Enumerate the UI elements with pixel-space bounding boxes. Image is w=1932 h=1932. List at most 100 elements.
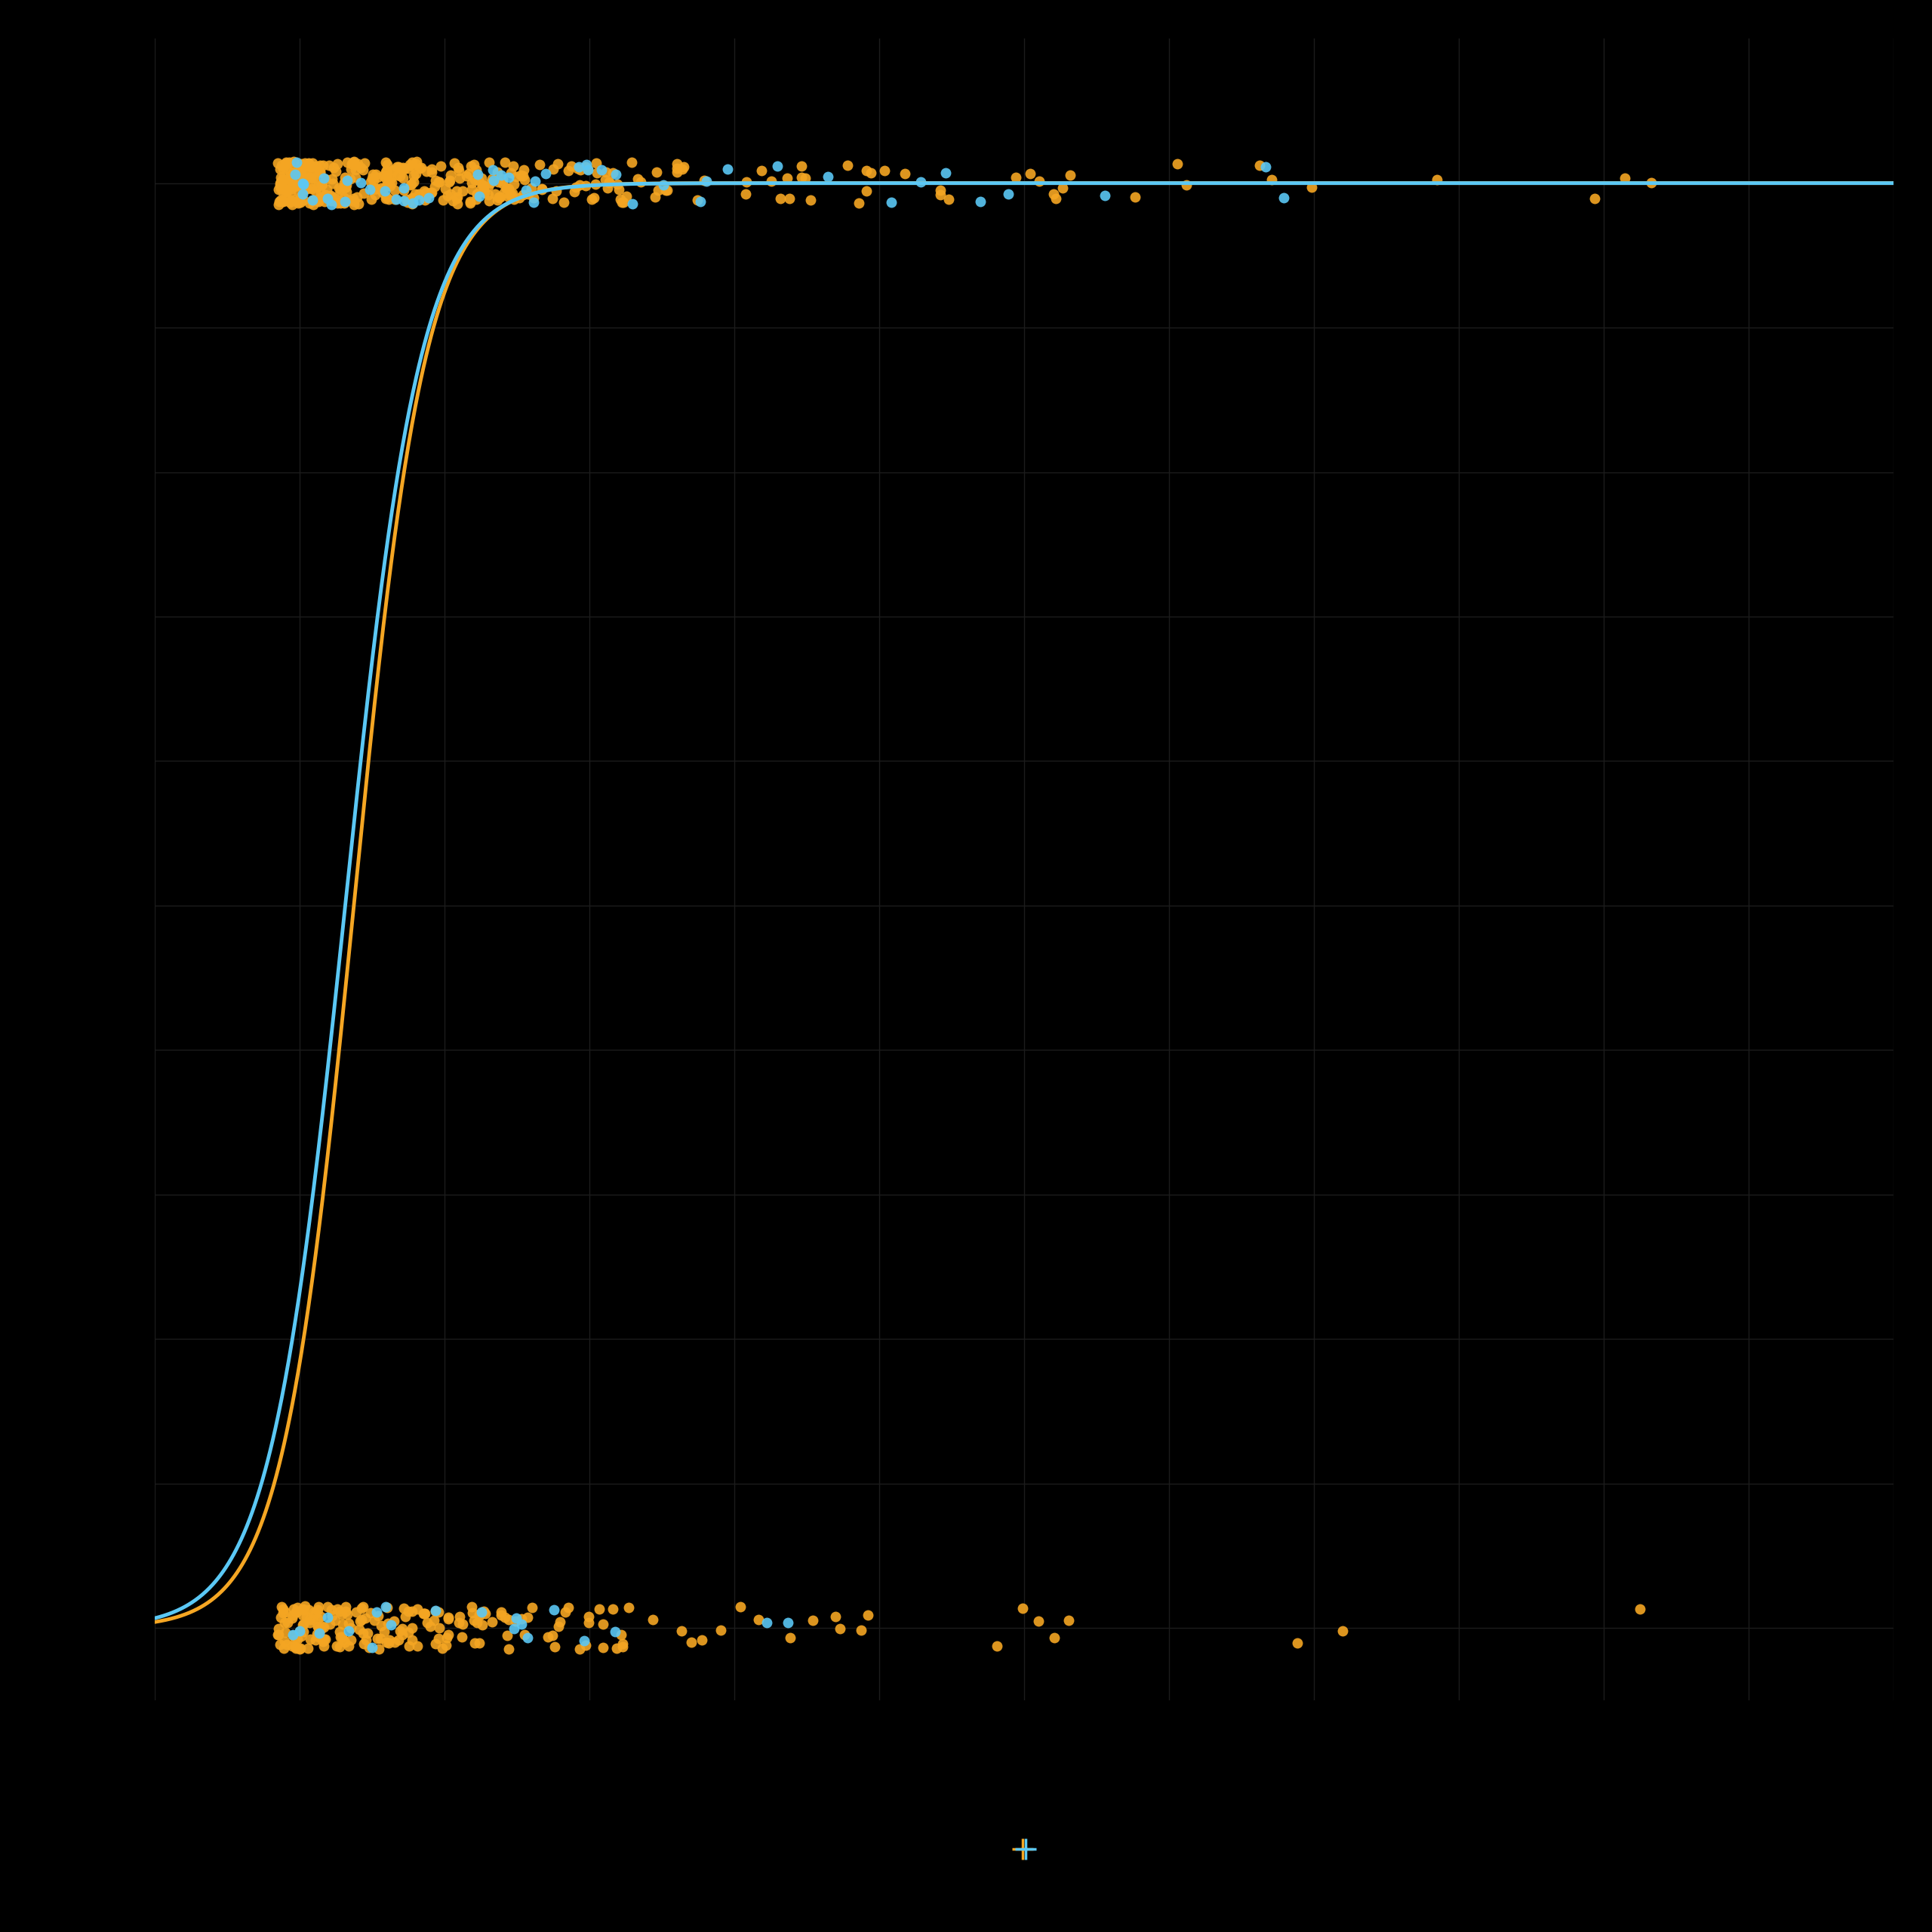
Point bbox=[597, 158, 628, 189]
Point bbox=[346, 166, 377, 197]
Point bbox=[667, 1615, 697, 1646]
Point bbox=[330, 176, 361, 207]
Point bbox=[498, 184, 529, 214]
Point bbox=[386, 1613, 417, 1644]
Point bbox=[466, 1596, 497, 1627]
Point bbox=[323, 187, 354, 218]
Point bbox=[303, 185, 334, 216]
Point bbox=[508, 1619, 539, 1650]
Point bbox=[495, 156, 526, 187]
Point bbox=[274, 156, 305, 187]
Point bbox=[394, 170, 425, 201]
Point bbox=[307, 151, 338, 182]
Point bbox=[773, 1607, 804, 1638]
Point bbox=[384, 160, 415, 191]
Point bbox=[444, 155, 475, 185]
Point bbox=[396, 1625, 427, 1656]
Point bbox=[276, 1631, 307, 1662]
Point bbox=[309, 1625, 340, 1656]
Point bbox=[319, 184, 350, 214]
Point bbox=[564, 151, 595, 182]
Point bbox=[419, 1629, 450, 1660]
Point bbox=[423, 1611, 454, 1642]
Point bbox=[469, 178, 500, 209]
Point bbox=[435, 178, 466, 209]
Point bbox=[342, 149, 373, 180]
Point bbox=[483, 182, 514, 213]
Point bbox=[363, 1600, 394, 1631]
Point bbox=[309, 180, 340, 211]
Point bbox=[359, 180, 390, 211]
Point bbox=[493, 182, 524, 213]
Point bbox=[359, 158, 390, 189]
Point bbox=[365, 172, 396, 203]
Point bbox=[460, 1627, 491, 1658]
Point bbox=[321, 1631, 352, 1662]
Point bbox=[462, 178, 493, 209]
Point bbox=[464, 164, 495, 195]
Point bbox=[497, 180, 527, 211]
Point bbox=[278, 1594, 309, 1625]
Point bbox=[560, 172, 591, 203]
Point bbox=[379, 174, 410, 205]
Point bbox=[282, 1592, 313, 1623]
Point bbox=[773, 184, 804, 214]
Point bbox=[433, 1604, 464, 1634]
Point bbox=[568, 1625, 599, 1656]
Point bbox=[524, 149, 554, 180]
Point bbox=[686, 185, 717, 216]
Point bbox=[786, 162, 817, 193]
Point bbox=[508, 180, 539, 211]
Point bbox=[301, 1611, 332, 1642]
Point bbox=[464, 1598, 495, 1629]
Point bbox=[468, 1609, 498, 1640]
Point bbox=[682, 184, 713, 214]
Point bbox=[365, 1609, 396, 1640]
Point bbox=[317, 168, 348, 199]
Point bbox=[462, 158, 493, 189]
Point bbox=[396, 184, 427, 214]
Point bbox=[270, 147, 301, 178]
Point bbox=[446, 1609, 477, 1640]
Point bbox=[303, 1592, 334, 1623]
Point bbox=[286, 170, 317, 201]
Point bbox=[850, 176, 881, 207]
Point bbox=[491, 147, 522, 178]
Point bbox=[651, 174, 682, 205]
Point bbox=[500, 1604, 531, 1634]
Point bbox=[328, 166, 359, 197]
Point bbox=[500, 162, 531, 193]
Point bbox=[433, 1602, 464, 1633]
Point bbox=[344, 187, 375, 218]
Point bbox=[332, 1600, 363, 1631]
Point bbox=[332, 1615, 363, 1646]
Point bbox=[564, 1633, 595, 1663]
Point bbox=[340, 1596, 371, 1627]
Point bbox=[355, 1598, 386, 1629]
Point bbox=[585, 155, 616, 185]
Point bbox=[450, 160, 481, 191]
Point bbox=[315, 184, 346, 214]
Point bbox=[765, 184, 796, 214]
Point bbox=[288, 166, 319, 197]
Point bbox=[819, 1602, 850, 1633]
Point bbox=[473, 170, 504, 201]
Point bbox=[842, 187, 873, 218]
Point bbox=[288, 168, 319, 199]
Point bbox=[321, 1604, 352, 1634]
Point bbox=[508, 160, 539, 191]
Point bbox=[270, 149, 301, 180]
Point bbox=[593, 168, 624, 199]
Point bbox=[833, 151, 864, 182]
Point bbox=[497, 178, 527, 209]
Point bbox=[746, 155, 777, 185]
Point bbox=[419, 1596, 450, 1627]
Point bbox=[724, 1590, 755, 1621]
Point bbox=[456, 1598, 487, 1629]
Point bbox=[361, 1596, 392, 1627]
Point bbox=[296, 1623, 327, 1654]
Point bbox=[446, 1621, 477, 1652]
Point bbox=[282, 187, 313, 218]
Point bbox=[328, 1627, 359, 1658]
Point bbox=[288, 168, 319, 199]
